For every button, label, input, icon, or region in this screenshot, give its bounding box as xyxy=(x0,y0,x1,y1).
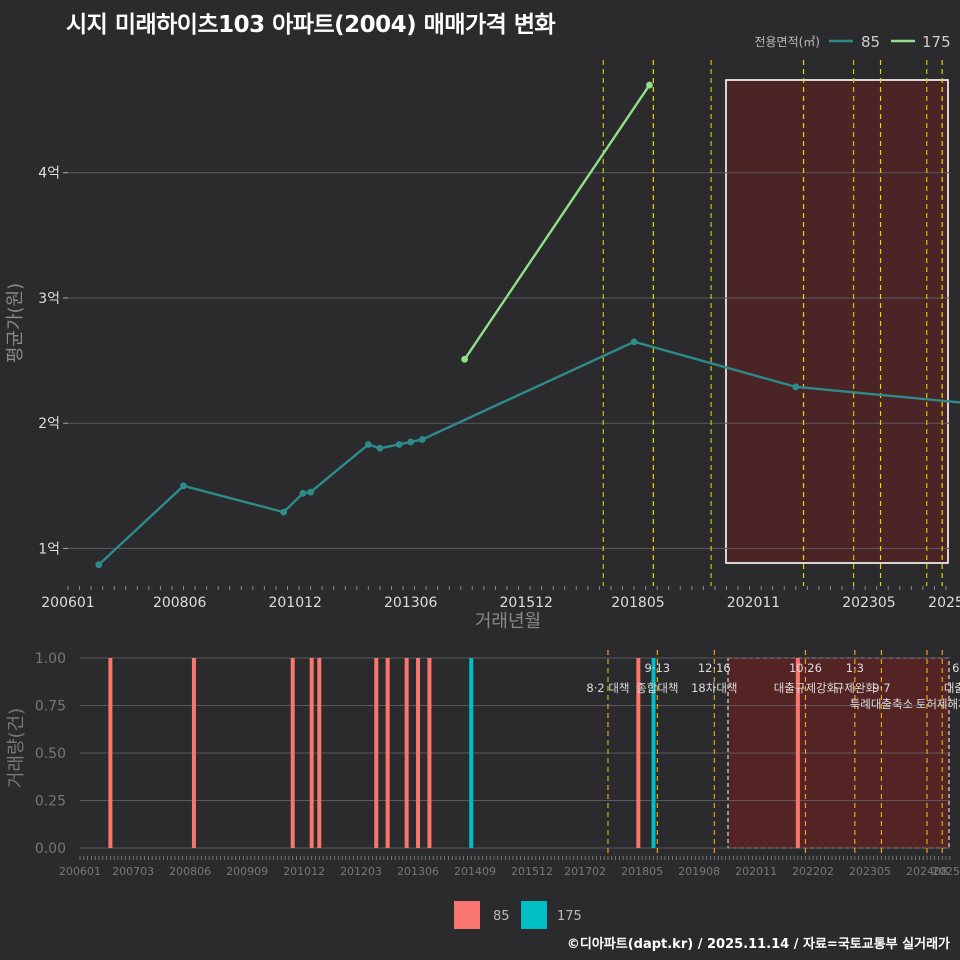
x-tick-label: 200909 xyxy=(226,865,268,878)
y-tick-label: 0.25 xyxy=(35,794,66,810)
data-point-175 xyxy=(461,355,469,363)
chart-title: 시지 미래하이츠103 아파트(2004) 매매가격 변화 xyxy=(66,12,556,38)
y-tick-label: 3억 xyxy=(38,291,60,307)
policy-annotation: 10·26 xyxy=(789,661,822,675)
footer-credit: ©디아파트(dapt.kr) / 2025.11.14 / 자료=국토교통부 실… xyxy=(566,937,950,952)
data-point-85 xyxy=(95,561,103,569)
policy-annotation: 토허제해제 xyxy=(916,697,960,711)
data-point-85 xyxy=(376,444,384,452)
data-point-85 xyxy=(630,338,638,346)
y-tick-label: 0.75 xyxy=(35,699,66,715)
y-tick-label: 1.00 xyxy=(35,651,66,667)
series-line-175 xyxy=(463,84,651,360)
legend-label-85: 85 xyxy=(861,33,880,51)
policy-annotation: 6·27 xyxy=(952,661,960,675)
legend-label-175: 175 xyxy=(922,33,951,51)
data-point-85 xyxy=(364,441,372,448)
y-axis-title: 거래량(건) xyxy=(6,708,27,788)
data-point-85 xyxy=(407,438,415,446)
volume-bar-85 xyxy=(309,658,314,848)
x-tick-label: 201702 xyxy=(564,865,606,878)
legend-key-175 xyxy=(521,901,547,929)
policy-annotation: 종합대책 xyxy=(636,681,678,695)
volume-bar-85 xyxy=(374,658,379,848)
x-tick-label: 201012 xyxy=(268,595,321,611)
volume-bar-85 xyxy=(636,658,641,848)
legend-label-85: 85 xyxy=(493,909,510,924)
policy-annotation: 18차대책 xyxy=(691,681,737,695)
data-point-85 xyxy=(307,488,315,496)
legend-label-175: 175 xyxy=(557,909,582,924)
volume-bar-85 xyxy=(795,658,800,848)
x-tick-label: 2025 xyxy=(928,595,960,611)
x-tick-label: 201012 xyxy=(283,865,325,878)
shaded-period xyxy=(725,79,949,564)
y-tick-label: 0.00 xyxy=(35,841,66,857)
y-tick-label: 1억 xyxy=(38,541,60,557)
volume-bar-85 xyxy=(404,658,409,848)
policy-annotation: 12·16 xyxy=(698,661,731,675)
data-point-85 xyxy=(299,489,307,497)
x-tick-label: 200703 xyxy=(112,865,154,878)
x-tick-label: 202305 xyxy=(842,595,895,611)
policy-annotation: 9·13 xyxy=(645,661,671,675)
y-tick-label: 4억 xyxy=(38,166,60,182)
data-point-85 xyxy=(180,482,187,490)
data-point-85 xyxy=(395,441,403,448)
x-tick-label: 202202 xyxy=(792,865,834,878)
y-tick-label: 0.50 xyxy=(35,746,66,762)
x-tick-label: 201306 xyxy=(384,595,438,611)
volume-bar-85 xyxy=(290,658,295,848)
x-tick-label: 200806 xyxy=(169,865,211,878)
x-tick-label: 201203 xyxy=(340,865,382,878)
policy-annotation: 8·2 대책 xyxy=(586,681,629,695)
data-point-85 xyxy=(792,383,800,391)
x-axis-title: 거래년월 xyxy=(475,611,541,632)
y-tick-label: 2억 xyxy=(38,416,60,432)
x-tick-label: 202408 xyxy=(906,865,948,878)
policy-annotation: 대출규제 xyxy=(944,681,960,695)
x-tick-label: 201805 xyxy=(621,865,663,878)
volume-bar-85 xyxy=(385,658,390,848)
volume-bar-85 xyxy=(427,658,432,848)
legend-title: 전용면적(㎡) xyxy=(754,35,820,49)
x-tick-label: 201512 xyxy=(500,595,553,611)
x-tick-label: 2025 xyxy=(932,865,960,878)
volume-bar-85 xyxy=(317,658,322,848)
x-tick-label: 201805 xyxy=(611,595,664,611)
y-axis-title: 평균가(원) xyxy=(5,283,26,363)
x-tick-label: 201908 xyxy=(678,865,720,878)
data-point-175 xyxy=(646,81,653,89)
x-tick-label: 200601 xyxy=(41,595,94,611)
x-tick-label: 200601 xyxy=(59,865,101,878)
volume-bar-175 xyxy=(651,658,656,848)
policy-annotation: 규제완화 xyxy=(834,681,877,695)
x-tick-label: 202305 xyxy=(849,865,891,878)
volume-bar-85 xyxy=(108,658,113,848)
x-tick-label: 200806 xyxy=(153,595,207,611)
x-tick-label: 202011 xyxy=(735,865,777,878)
x-tick-label: 201306 xyxy=(397,865,439,878)
policy-annotation: 특례대출축소 xyxy=(850,697,913,711)
volume-bar-85 xyxy=(191,658,196,848)
x-tick-label: 201512 xyxy=(511,865,553,878)
data-point-85 xyxy=(280,508,288,516)
policy-annotation: 1·3 xyxy=(846,661,864,675)
legend-key-85 xyxy=(454,901,480,929)
x-tick-label: 201409 xyxy=(454,865,496,878)
x-tick-label: 202011 xyxy=(727,595,780,611)
data-point-85 xyxy=(418,436,426,443)
policy-annotation: 대출규제강화 xyxy=(774,681,838,695)
volume-bar-175 xyxy=(469,658,474,848)
policy-annotation: 9·7 xyxy=(872,681,890,695)
volume-bar-85 xyxy=(416,658,421,848)
